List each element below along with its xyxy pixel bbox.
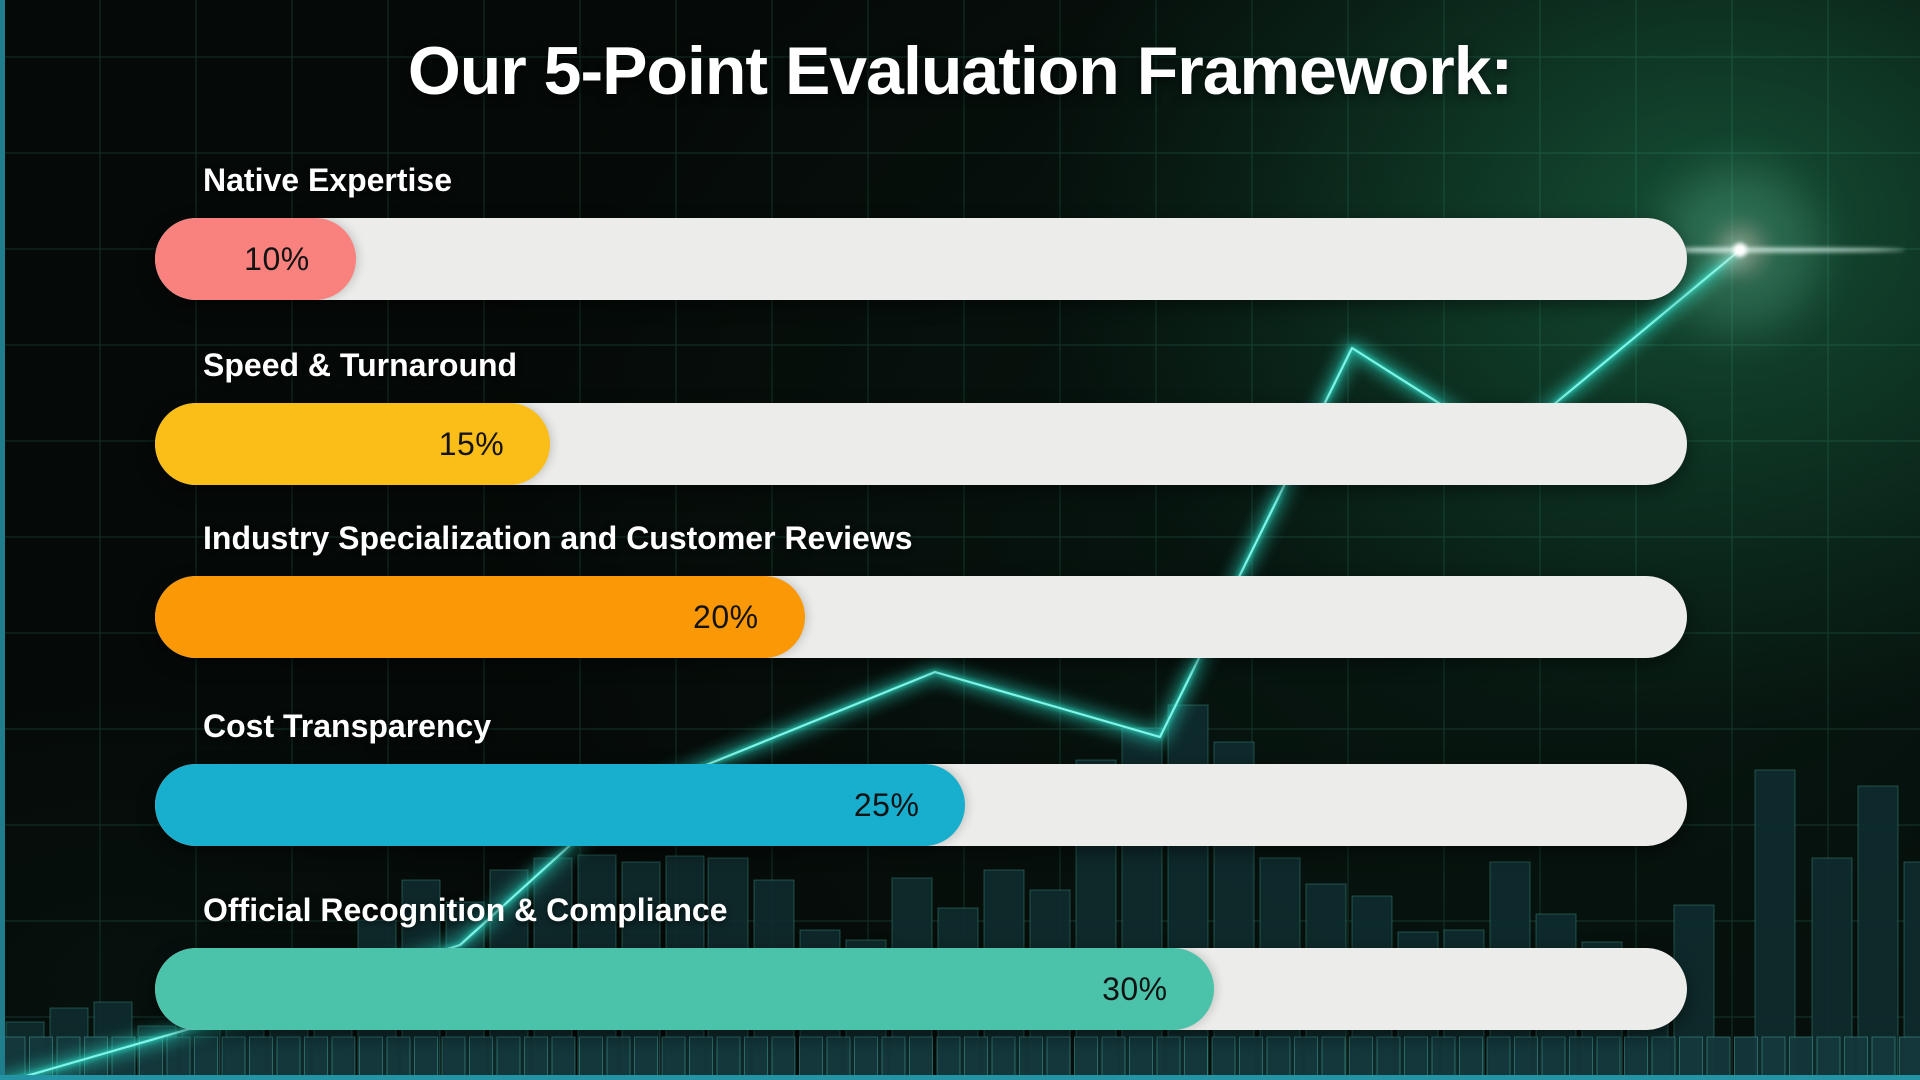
bar-chart: Native Expertise 10% Speed & Turnaround … bbox=[155, 0, 1687, 1080]
bar-value-label: 15% bbox=[438, 425, 505, 462]
bar-value-label: 25% bbox=[853, 786, 920, 823]
bar-track: 10% bbox=[155, 218, 1687, 300]
bar-category-label: Speed & Turnaround bbox=[203, 347, 518, 383]
bar-track: 25% bbox=[155, 764, 1687, 846]
bar-track: 15% bbox=[155, 403, 1687, 485]
bar-fill: 15% bbox=[155, 403, 551, 485]
bar-track: 20% bbox=[155, 576, 1687, 658]
bar-row-official-recognition: Official Recognition & Compliance 30% bbox=[155, 890, 1687, 1030]
bar-category-label: Official Recognition & Compliance bbox=[203, 892, 728, 928]
chart-title: Our 5-Point Evaluation Framework: bbox=[407, 33, 1513, 109]
bar-fill: 25% bbox=[155, 764, 966, 846]
bar-value-label: 30% bbox=[1102, 970, 1168, 1007]
bar-value-label: 20% bbox=[693, 598, 759, 635]
bar-row-industry-specialization: Industry Specialization and Customer Rev… bbox=[155, 518, 1687, 658]
bar-row-cost-transparency: Cost Transparency 25% bbox=[155, 706, 1687, 846]
bar-track: 30% bbox=[155, 948, 1687, 1030]
bar-category-label: Native Expertise bbox=[203, 162, 453, 198]
bar-value-label: 10% bbox=[244, 240, 310, 277]
bar-fill: 10% bbox=[155, 218, 356, 300]
bar-category-label: Industry Specialization and Customer Rev… bbox=[203, 520, 913, 556]
bar-fill: 20% bbox=[155, 576, 805, 658]
bar-row-speed-turnaround: Speed & Turnaround 15% bbox=[155, 345, 1687, 485]
bar-category-label: Cost Transparency bbox=[203, 708, 492, 744]
bar-row-native-expertise: Native Expertise 10% bbox=[155, 160, 1687, 300]
bar-fill: 30% bbox=[155, 948, 1214, 1030]
